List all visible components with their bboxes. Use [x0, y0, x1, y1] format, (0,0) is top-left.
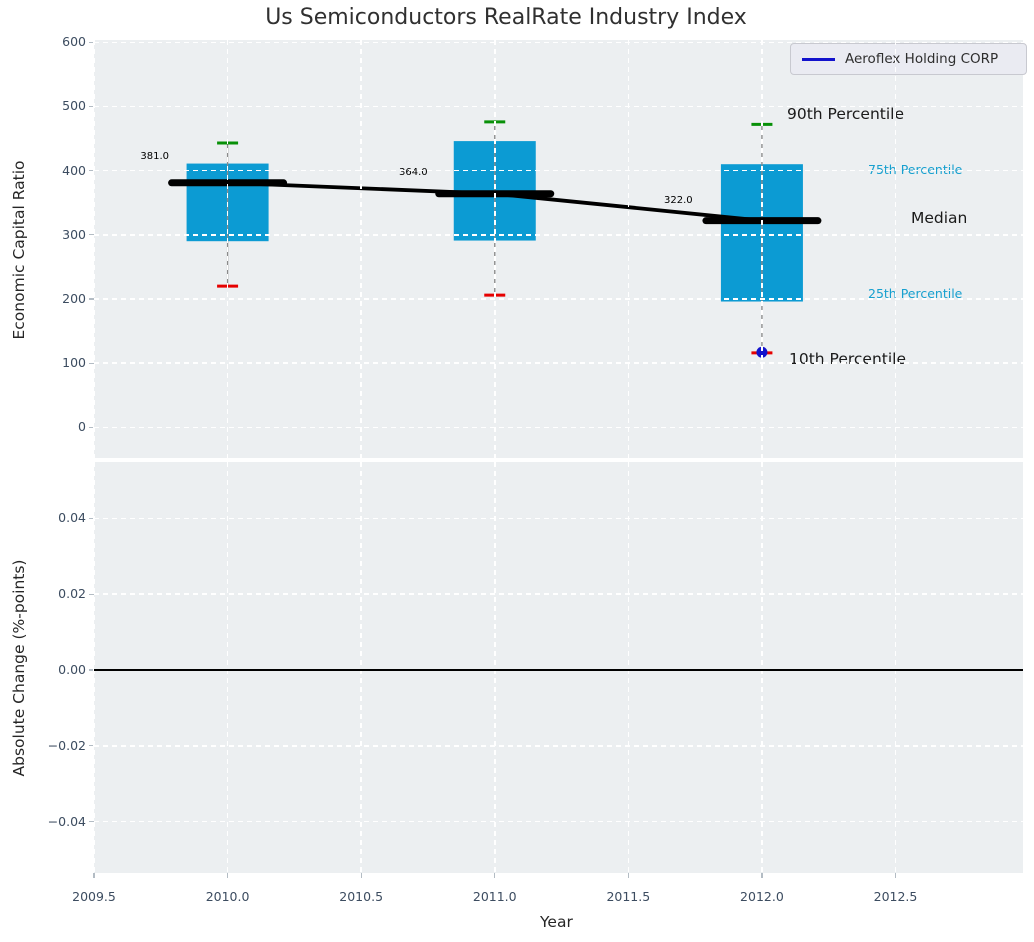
bottom-axes	[94, 462, 1023, 873]
x-tick-label: 2012.5	[873, 889, 918, 904]
y-tick-label: 0.00	[58, 662, 86, 677]
median-value-label-2012: 322.0	[664, 195, 693, 206]
y-tick-mark	[89, 41, 94, 43]
annotation-25th-percentile: 25th Percentile	[868, 286, 963, 301]
gridline-horizontal	[94, 426, 1023, 429]
zero-reference-line	[94, 669, 1023, 671]
y-tick-label: 0.02	[58, 586, 86, 602]
y-tick-label: 200	[62, 290, 86, 306]
x-tick-mark	[494, 873, 496, 878]
y-tick-label: 100	[62, 355, 86, 371]
y-tick-label: 300	[62, 226, 86, 242]
gridline-vertical	[226, 462, 229, 873]
y-tick-mark	[89, 170, 94, 172]
gridline-horizontal	[94, 362, 1023, 364]
gridline-vertical	[627, 40, 630, 458]
y-tick-label: 0.04	[58, 510, 86, 526]
annotation-90th-percentile: 90th Percentile	[787, 105, 905, 123]
gridline-vertical	[93, 40, 95, 458]
y-tick-label: 500	[62, 98, 86, 114]
y-tick-label: 0	[78, 419, 86, 435]
gridline-horizontal	[94, 105, 1023, 108]
gridline-vertical	[494, 40, 496, 458]
y-tick-mark	[89, 745, 94, 747]
annotation-median: Median	[911, 209, 968, 227]
y-tick-mark	[89, 234, 94, 236]
gridline-vertical	[494, 462, 496, 873]
gridline-vertical	[894, 462, 897, 873]
y-tick-label: 600	[62, 34, 86, 50]
chart-title: Us Semiconductors RealRate Industry Inde…	[265, 5, 747, 30]
gridline-vertical	[360, 40, 362, 458]
legend-series-label: Aeroflex Holding CORP	[845, 51, 999, 67]
x-tick-label: 2010.0	[205, 889, 250, 904]
x-tick-mark	[761, 873, 763, 878]
gridline-vertical	[93, 462, 95, 873]
y-tick-mark	[89, 517, 94, 519]
gridline-horizontal	[94, 41, 1023, 44]
gridline-horizontal	[94, 593, 1023, 595]
y-tick-mark	[89, 298, 94, 300]
gridline-horizontal	[94, 298, 1023, 300]
x-tick-label: 2009.5	[72, 889, 116, 904]
gridline-horizontal	[94, 234, 1023, 236]
y-tick-mark	[89, 362, 94, 364]
y-tick-label: −0.04	[47, 813, 86, 829]
top-axes	[94, 40, 1023, 458]
y-tick-mark	[89, 669, 94, 671]
x-tick-label: 2011.0	[472, 889, 517, 904]
y-tick-mark	[89, 426, 94, 428]
gridline-vertical	[627, 462, 630, 873]
gridline-vertical	[360, 462, 362, 873]
y-tick-mark	[89, 821, 94, 823]
annotation-10th-percentile: 10th Percentile	[789, 350, 907, 368]
gridline-horizontal	[94, 169, 1023, 172]
x-tick-mark	[93, 873, 95, 878]
x-tick-label: 2012.0	[740, 889, 784, 904]
y-tick-mark	[89, 105, 94, 108]
gridline-horizontal	[94, 820, 1023, 823]
x-tick-label: 2011.5	[606, 889, 651, 904]
gridline-vertical	[761, 462, 763, 873]
x-tick-mark	[627, 873, 629, 878]
x-tick-mark	[360, 873, 362, 878]
gridline-vertical	[226, 40, 229, 458]
gridline-horizontal	[94, 517, 1023, 520]
median-value-label-2011: 364.0	[399, 167, 428, 178]
gridline-horizontal	[94, 745, 1023, 747]
y-tick-mark	[89, 593, 94, 595]
x-tick-label: 2010.5	[339, 889, 384, 904]
x-tick-mark	[226, 873, 229, 878]
gridline-vertical	[761, 40, 763, 458]
median-value-label-2010: 381.0	[140, 151, 169, 162]
gridline-vertical	[894, 40, 897, 458]
x-tick-mark	[894, 873, 897, 878]
y-tick-label: −0.02	[47, 737, 86, 753]
y-tick-label: 400	[62, 162, 86, 178]
legend-line-swatch	[802, 57, 835, 61]
x-axis-label: Year	[540, 913, 573, 931]
annotation-75th-percentile: 75th Percentile	[868, 162, 963, 177]
legend: Aeroflex Holding CORP	[790, 43, 1027, 75]
